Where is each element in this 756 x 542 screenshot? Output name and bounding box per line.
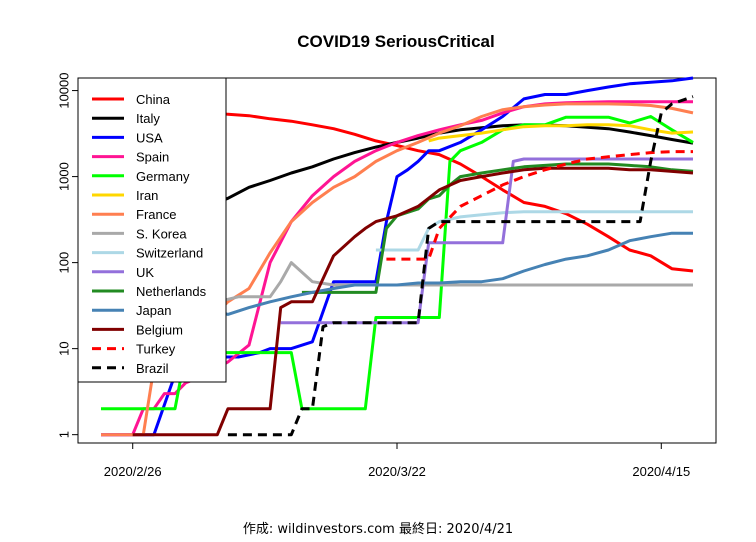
chart-title: COVID19 SeriousCritical (297, 32, 494, 51)
series-line-brazil (227, 95, 694, 437)
y-tick-label: 100 (57, 252, 72, 274)
x-tick-label: 2020/2/26 (104, 464, 162, 479)
legend-label: Netherlands (136, 284, 207, 299)
y-tick-label: 1 (57, 431, 72, 438)
legend-label: Japan (136, 303, 171, 318)
legend-box (77, 77, 227, 383)
series-line-turkey (386, 150, 693, 261)
legend-label: Turkey (136, 342, 176, 357)
legend-label: Belgium (136, 322, 183, 337)
axes: 1 10 100 1000 10000 2020/2/26 2020/3/22 2020/4/… (57, 72, 691, 479)
legend: China Italy USA Spain Germany Iran France S. Ko… (77, 77, 227, 383)
legend-label: USA (136, 130, 163, 145)
legend-label: Spain (136, 150, 169, 165)
legend-label: France (136, 207, 176, 222)
series-line-iran (428, 123, 694, 143)
x-tick-label: 2020/3/22 (368, 464, 426, 479)
series-line-switzerland (375, 210, 693, 252)
legend-label: UK (136, 265, 154, 280)
series-line-netherlands (301, 162, 694, 294)
y-tick-label: 10000 (57, 72, 72, 108)
y-tick-label: 10 (57, 341, 72, 355)
y-tick-label: 1000 (57, 162, 72, 191)
x-tick-label: 2020/4/15 (632, 464, 690, 479)
legend-label: Italy (136, 111, 160, 126)
legend-label: Brazil (136, 361, 169, 376)
series-line-belgium (132, 166, 694, 437)
legend-label: Germany (136, 169, 190, 184)
legend-label: Switzerland (136, 246, 203, 261)
footer-credit: 作成: wildinvestors.com 最終日: 2020/4/21 (242, 522, 514, 537)
legend-label: S. Korea (136, 226, 187, 241)
legend-label: China (136, 92, 171, 107)
legend-label: Iran (136, 188, 158, 203)
